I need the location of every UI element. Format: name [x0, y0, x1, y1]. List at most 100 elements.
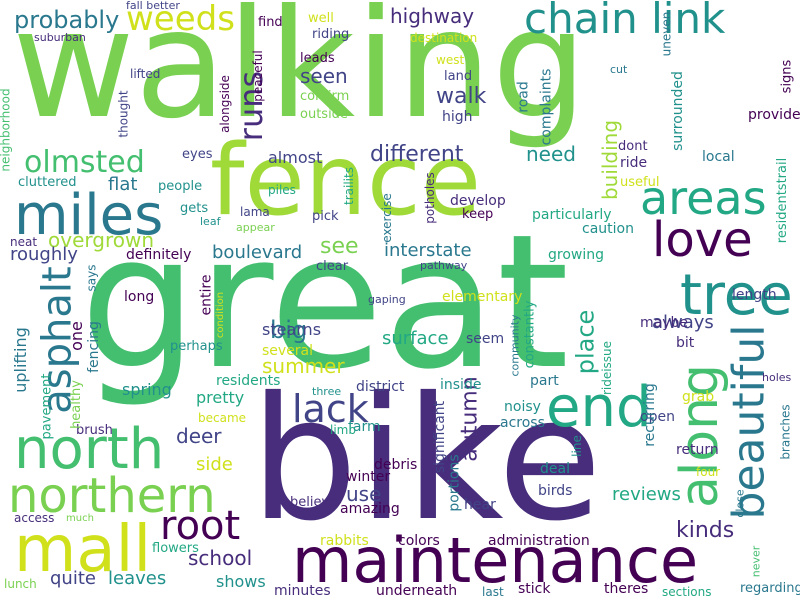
word-find: find — [258, 15, 283, 30]
word-entire: entire — [198, 274, 215, 316]
word-residentstrail: residentstrail — [775, 157, 791, 244]
word-deal: deal — [540, 461, 570, 477]
word-last: last — [482, 585, 504, 599]
word-healthy: healthy — [68, 380, 84, 429]
word-miles: miles — [14, 183, 164, 248]
word-peaceful: peaceful — [250, 50, 265, 102]
word-kinds: kinds — [676, 518, 735, 543]
word-lama: lama — [240, 205, 270, 219]
word-leaf: leaf — [200, 215, 221, 228]
word-maybe: maybe — [640, 315, 689, 331]
word-close: close — [733, 489, 747, 518]
word-develop: develop — [450, 193, 506, 209]
word-residents: residents — [216, 373, 281, 389]
word-exercise: exercise — [379, 193, 394, 243]
word-signs: signs — [779, 59, 795, 94]
word-eyes: eyes — [182, 147, 213, 162]
word-constantly: constantly — [522, 300, 538, 369]
word-inside: inside — [440, 377, 482, 393]
word-ride: ride — [620, 155, 648, 171]
word-probably: probably — [14, 6, 120, 34]
word-road: road — [515, 81, 532, 113]
word-see: see — [320, 234, 359, 259]
word-walking: walking — [12, 0, 588, 152]
word-surface: surface — [382, 328, 449, 349]
word-administration: administration — [488, 533, 590, 549]
word-potholes: potholes — [422, 172, 437, 224]
word-rideissue: rideissue — [600, 340, 615, 396]
word-became: became — [198, 411, 247, 425]
word-great: great — [80, 194, 570, 410]
word-tree: tree — [680, 263, 793, 328]
word-stearns: stearns — [262, 320, 322, 339]
word-almost: almost — [268, 148, 323, 167]
word-deer: deer — [176, 424, 222, 448]
word-uneven: uneven — [659, 11, 674, 57]
word-quite: quite — [50, 568, 96, 589]
word-high: high — [442, 109, 473, 125]
word-outside: outside — [300, 107, 348, 122]
word-limb: limb — [330, 423, 356, 437]
word-end: end — [546, 375, 652, 440]
word-seem: seem — [466, 331, 505, 347]
word-brush: brush — [76, 423, 113, 438]
word-weeds: weeds — [126, 0, 235, 39]
word-winter: winter — [346, 469, 391, 485]
word-across: across — [500, 415, 545, 431]
word-gaping: gaping — [368, 293, 406, 306]
word-northern: northern — [8, 468, 216, 524]
word-minutes: minutes — [274, 583, 331, 599]
word-suburban: suburban — [34, 31, 86, 44]
word-interstate: interstate — [384, 240, 472, 261]
word-flowers: flowers — [152, 541, 199, 556]
word-reviews: reviews — [612, 484, 681, 505]
word-use: use — [346, 482, 382, 506]
word-condition: condition — [215, 291, 227, 339]
word-lack: lack — [292, 387, 369, 431]
word-elementary: elementary — [442, 289, 523, 305]
word-alongside: alongside — [217, 75, 232, 133]
word-cut: cut — [610, 63, 628, 76]
word-love: love — [652, 212, 753, 268]
word-highway: highway — [390, 4, 475, 28]
word-theres: theres — [604, 581, 649, 597]
word-roughly: roughly — [10, 244, 78, 265]
word-debris: debris — [374, 457, 418, 473]
word-rabbits: rabbits — [320, 533, 369, 549]
word-walk: walk — [436, 84, 487, 109]
word-three: three — [312, 385, 342, 398]
word-place: place — [571, 309, 600, 375]
word-neighborhood: neighborhood — [0, 88, 13, 172]
word-stick: stick — [518, 581, 551, 597]
word-destination: destination — [410, 31, 478, 45]
word-complaints: complaints — [538, 68, 555, 146]
word-land: land — [444, 69, 473, 84]
word-colors: colors — [398, 533, 440, 549]
word-appear: appear — [236, 221, 275, 234]
word-significant: significant — [432, 400, 449, 474]
word-lifted: lifted — [130, 67, 161, 81]
word-school: school — [188, 546, 253, 570]
word-bike: bike — [250, 361, 603, 559]
word-growing: growing — [548, 247, 604, 263]
word-fence: fence — [210, 124, 482, 238]
word-pathway: pathway — [420, 259, 468, 272]
word-boulevard: boulevard — [212, 242, 303, 263]
word-need: need — [526, 142, 576, 166]
word-summer: summer — [262, 354, 345, 378]
word-definitely: definitely — [126, 247, 192, 263]
word-maintenance: maintenance — [292, 524, 699, 597]
word-noisy: noisy — [504, 399, 541, 415]
word-portions: portions — [446, 454, 463, 512]
word-side: side — [196, 454, 233, 475]
word-riding: riding — [312, 27, 350, 42]
word-north: north — [14, 417, 165, 482]
word-piles: piles — [268, 183, 296, 197]
word-root: root — [160, 503, 241, 549]
word-surrounded: surrounded — [669, 71, 686, 151]
word-chain-link: chain link — [524, 0, 726, 43]
word-spring: spring — [122, 380, 172, 399]
word-people: people — [158, 179, 203, 194]
word-well: well — [308, 11, 334, 26]
word-branches: branches — [778, 404, 793, 460]
